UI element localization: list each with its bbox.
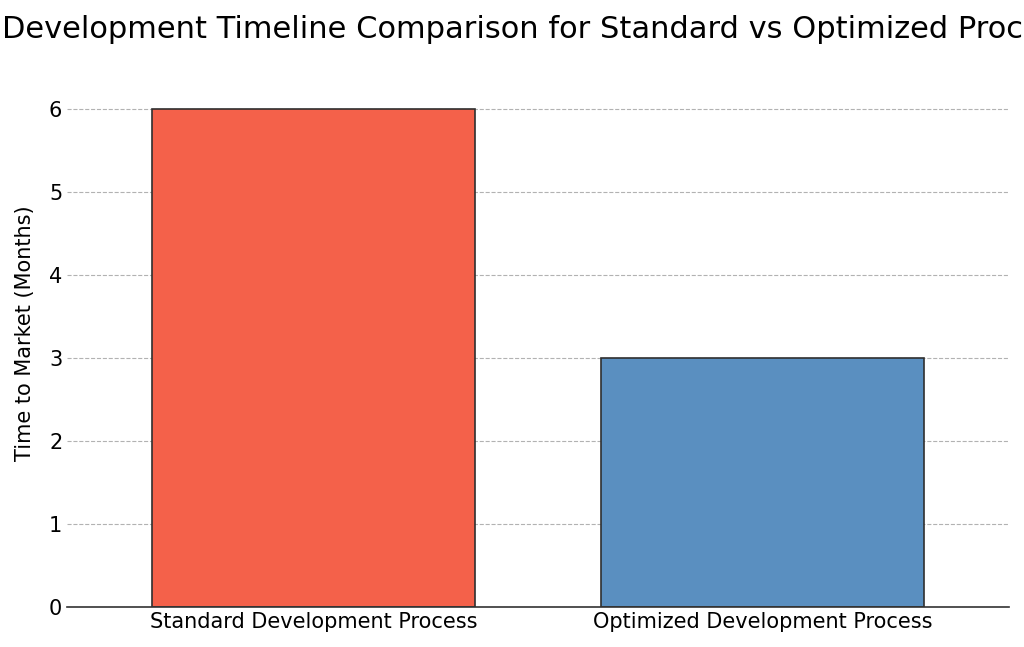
Bar	[153, 109, 475, 607]
Bar	[601, 358, 924, 607]
Title: Development Timeline Comparison for Standard vs Optimized Process: Development Timeline Comparison for Stan…	[2, 15, 1024, 44]
Y-axis label: Time to Market (Months): Time to Market (Months)	[15, 205, 35, 461]
